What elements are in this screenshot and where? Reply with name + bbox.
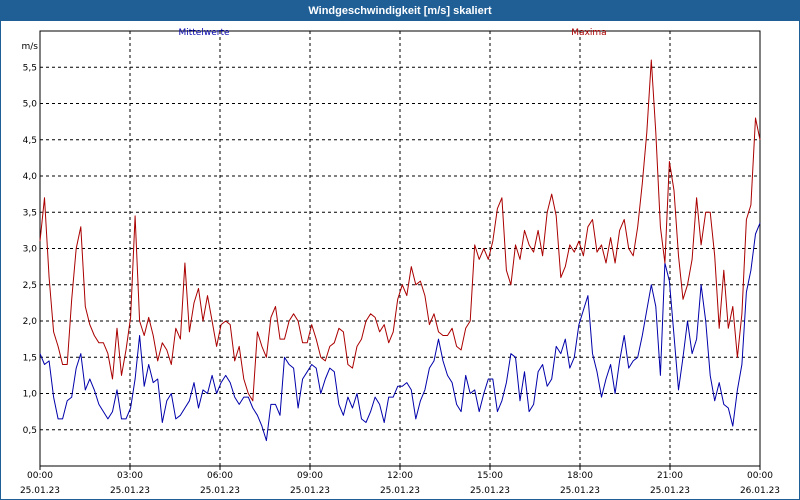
x-tick-time-label: 15:00 (477, 471, 503, 481)
x-tick-date-label: 25.01.23 (380, 486, 420, 496)
x-tick-date-label: 25.01.23 (560, 486, 600, 496)
x-tick-time-label: 00:00 (747, 471, 773, 481)
series-layer (39, 59, 761, 442)
y-tick-label: 5,5 (23, 63, 37, 73)
legend-mean-label: Mittelwerte (178, 28, 229, 38)
y-tick-label: 4,0 (23, 172, 38, 182)
y-tick-label: 5,0 (23, 100, 38, 110)
window-title: Windgeschwindigkeit [m/s] skaliert (1, 1, 799, 21)
y-tick-label: 1,5 (23, 353, 37, 363)
x-tick-time-label: 06:00 (207, 471, 233, 481)
x-tick-time-label: 09:00 (297, 471, 323, 481)
legend-max-label: Maxima (571, 28, 606, 38)
x-tick-date-label: 25.01.23 (200, 486, 240, 496)
y-axis-unit-label: m/s (22, 42, 39, 52)
x-tick-date-label: 25.01.23 (20, 486, 60, 496)
y-tick-label: 2,5 (23, 281, 37, 291)
x-tick-date-label: 25.01.23 (110, 486, 150, 496)
y-tick-label: 1,0 (23, 390, 38, 400)
series-line-maxima (39, 59, 761, 402)
horizontal-grid (40, 66, 760, 431)
y-tick-label: 2,0 (23, 317, 38, 327)
x-tick-date-label: 25.01.23 (650, 486, 690, 496)
y-tick-label: 4,5 (23, 136, 37, 146)
x-tick-date-label: 26.01.23 (740, 486, 780, 496)
x-tick-date-label: 25.01.23 (290, 486, 330, 496)
x-tick-time-label: 21:00 (657, 471, 683, 481)
y-tick-labels: 0,5 1,0 1,5 2,0 2,5 3,0 3,5 4,0 4,5 5,0 5,5 (23, 63, 38, 436)
series-line-mittelwerte (39, 222, 761, 442)
x-tick-time-label: 12:00 (387, 471, 413, 481)
x-tick-time-label: 00:00 (27, 471, 53, 481)
y-tick-label: 3,0 (23, 245, 38, 255)
y-tick-label: 3,5 (23, 208, 37, 218)
x-tick-date-label: 25.01.23 (470, 486, 510, 496)
x-tick-time-label: 18:00 (567, 471, 593, 481)
y-tick-label: 0,5 (23, 426, 37, 436)
x-tick-labels: 00:00 25.01.23 03:00 25.01.23 06:00 25.01.23 0… (20, 466, 780, 496)
x-tick-time-label: 03:00 (117, 471, 143, 481)
